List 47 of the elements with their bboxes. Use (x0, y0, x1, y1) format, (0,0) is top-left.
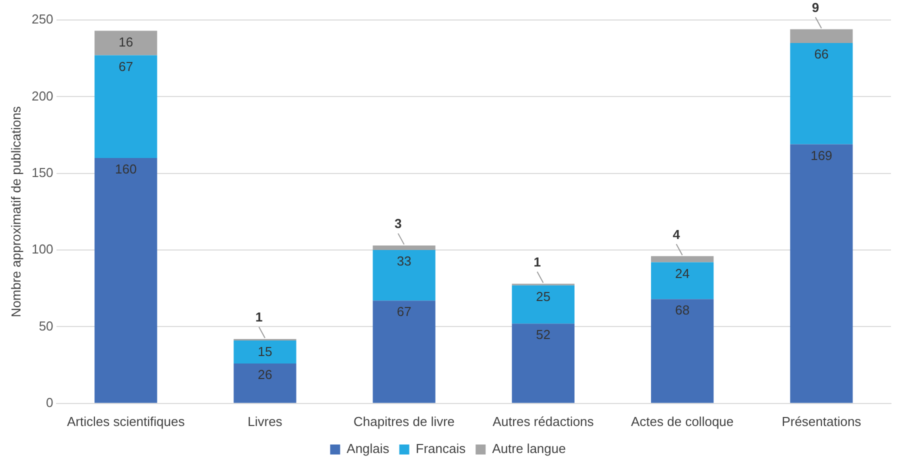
data-label: 26 (258, 367, 272, 382)
legend-label: Autre langue (492, 441, 566, 456)
bar (651, 262, 714, 300)
data-label: 33 (396, 254, 412, 269)
data-label: 68 (675, 302, 690, 318)
data-label: 9 (812, 0, 820, 15)
legend-label: Francais (416, 441, 466, 456)
bar (790, 43, 853, 144)
data-label: 67 (118, 58, 134, 74)
data-label: 1 (534, 254, 541, 270)
bar (234, 340, 296, 364)
data-label: 169 (810, 148, 832, 163)
x-tick-label: Autres rédactions (492, 414, 594, 429)
bar (94, 158, 158, 403)
y-tick-label: 100 (32, 242, 54, 257)
data-label: 1 (255, 310, 263, 325)
y-tick-label: 50 (38, 318, 54, 334)
x-tick-label: Actes de colloque (631, 414, 734, 429)
data-label: 25 (536, 288, 550, 304)
bar (790, 144, 853, 403)
x-tick-label: Présentations (782, 414, 862, 429)
bar (234, 364, 296, 403)
data-label: 16 (118, 34, 134, 50)
y-tick-label: 250 (32, 12, 54, 27)
y-tick-label: 0 (46, 394, 54, 410)
bar (372, 300, 436, 403)
data-label: 3 (394, 216, 402, 232)
x-tick-label: Articles scientifiques (66, 414, 186, 429)
x-tick-label: Chapitres de livre (354, 414, 455, 429)
bar (512, 324, 575, 403)
y-axis-title: Nombre approximatif de publications (8, 106, 24, 318)
data-label: 4 (672, 226, 681, 242)
bar (94, 30, 158, 56)
data-label: 15 (258, 344, 272, 360)
data-label: 160 (115, 162, 137, 177)
bar (651, 299, 714, 403)
bar (94, 55, 158, 158)
data-label: 66 (814, 46, 829, 62)
legend-label: Anglais (346, 441, 390, 456)
x-tick-label: Livres (248, 414, 283, 429)
bar (512, 285, 575, 324)
data-label: 67 (396, 304, 412, 320)
data-label: 52 (536, 327, 550, 342)
y-tick-label: 150 (32, 164, 54, 180)
bar (372, 250, 436, 301)
y-tick-label: 200 (32, 88, 54, 104)
data-label: 24 (675, 266, 690, 281)
